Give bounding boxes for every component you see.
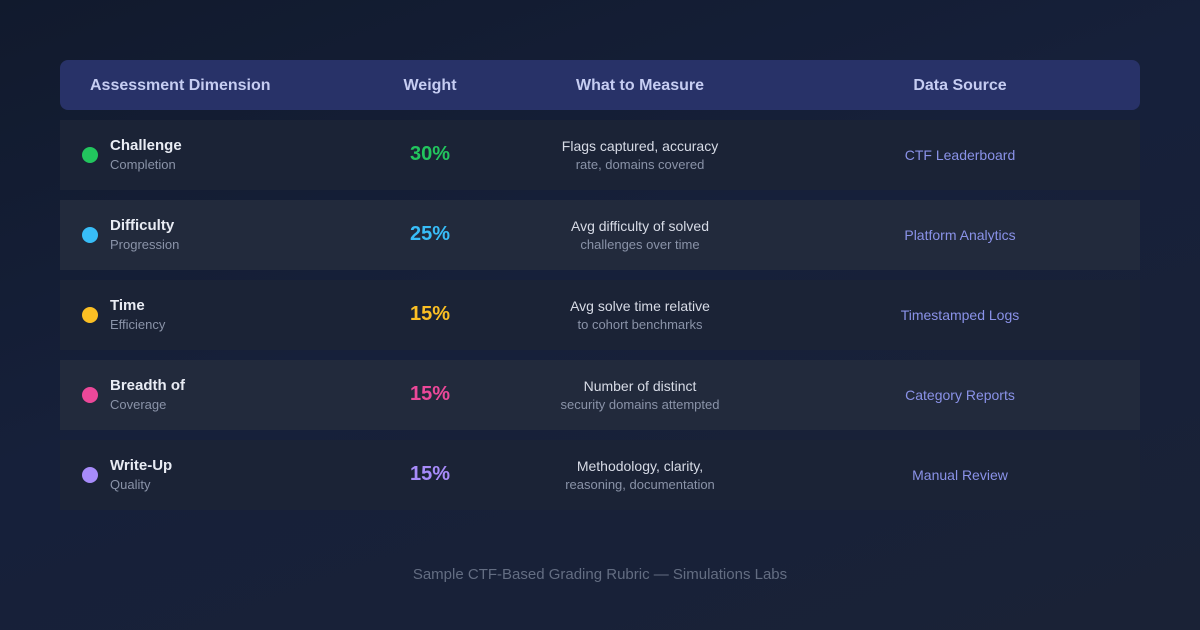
measure-line-1: Methodology, clarity, [576, 458, 704, 474]
header-source: Data Source [913, 77, 1007, 94]
measure-line-1: Number of distinct [583, 378, 697, 394]
data-source: Category Reports [905, 387, 1015, 403]
measure-line-1: Flags captured, accuracy [561, 138, 719, 154]
header-dimension: Assessment Dimension [90, 77, 271, 94]
table-row-writeup: Write-Up Quality 15% Methodology, clarit… [60, 440, 1140, 510]
data-source: Platform Analytics [904, 227, 1016, 243]
dimension-title: Challenge [110, 137, 182, 154]
status-dot [82, 307, 98, 323]
data-source: CTF Leaderboard [904, 147, 1016, 163]
weight-value: 15% [409, 383, 451, 405]
measure-line-2: rate, domains covered [575, 157, 705, 172]
dimension-subtitle: Completion [110, 157, 176, 172]
measure-line-1: Avg difficulty of solved [570, 218, 709, 234]
status-dot [82, 147, 98, 163]
dimension-subtitle: Efficiency [110, 317, 166, 332]
measure-line-2: to cohort benchmarks [577, 317, 703, 332]
table-row-breadth: Breadth of Coverage 15% Number of distin… [60, 360, 1140, 430]
dimension-title: Difficulty [110, 217, 175, 234]
dimension-subtitle: Quality [110, 477, 151, 492]
measure-line-2: challenges over time [580, 237, 700, 252]
header-weight: Weight [403, 77, 457, 94]
status-dot [82, 227, 98, 243]
dimension-title: Write-Up [110, 457, 173, 474]
table-row-difficulty: Difficulty Progression 25% Avg difficult… [60, 200, 1140, 270]
table-row-time: Time Efficiency 15% Avg solve time relat… [60, 280, 1140, 350]
table-row-challenge: Challenge Completion 30% Flags captured,… [60, 120, 1140, 190]
dimension-subtitle: Coverage [110, 397, 167, 412]
data-source: Manual Review [912, 467, 1008, 483]
header-measure: What to Measure [575, 77, 704, 94]
dimension-subtitle: Progression [110, 237, 180, 252]
weight-value: 25% [409, 223, 451, 245]
dimension-title: Time [110, 297, 145, 314]
dimension-title: Breadth of [110, 377, 185, 394]
weight-value: 15% [409, 303, 451, 325]
data-source: Timestamped Logs [900, 307, 1020, 323]
weight-value: 15% [409, 463, 451, 485]
measure-line-1: Avg solve time relative [570, 298, 710, 314]
measure-line-2: reasoning, documentation [565, 477, 715, 492]
status-dot [82, 387, 98, 403]
footer-caption: Sample CTF-Based Grading Rubric — Simula… [412, 566, 788, 583]
weight-value: 30% [409, 143, 451, 165]
measure-line-2: security domains attempted [560, 397, 720, 412]
rubric-table: Assessment Dimension Weight What to Meas… [60, 60, 1140, 510]
status-dot [82, 467, 98, 483]
table-header: Assessment Dimension Weight What to Meas… [60, 60, 1140, 110]
